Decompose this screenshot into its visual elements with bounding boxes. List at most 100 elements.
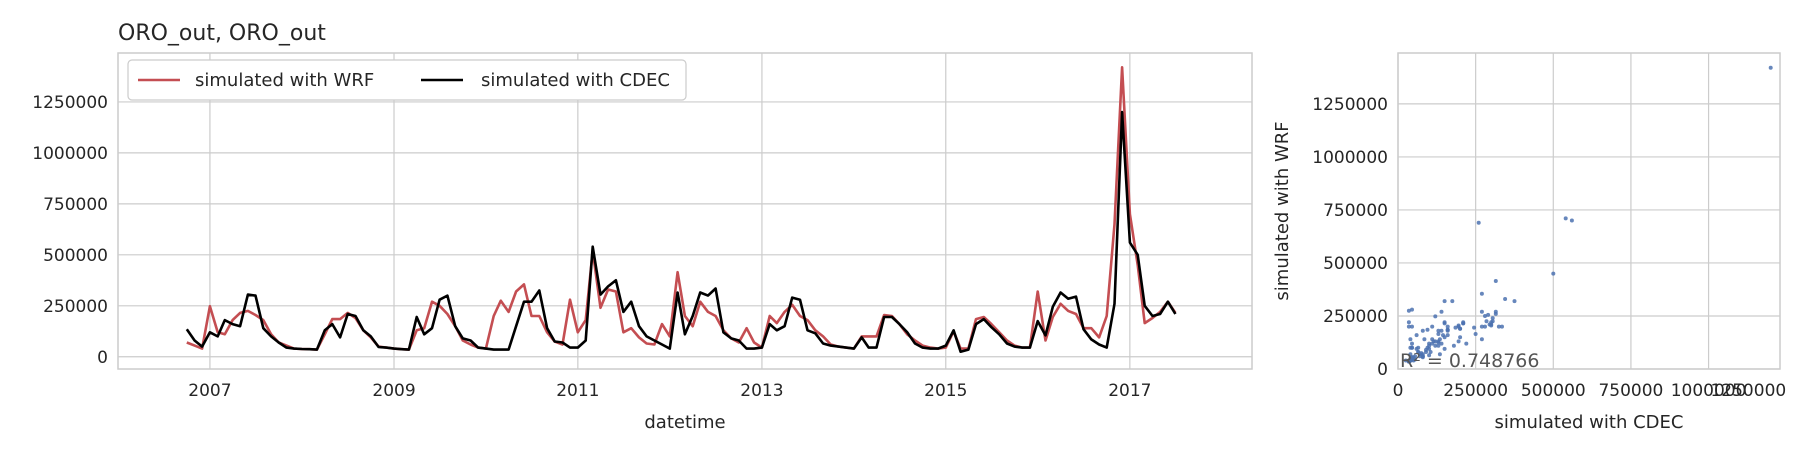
- scatter-point: [1410, 357, 1414, 362]
- scatter-point: [1483, 314, 1487, 318]
- scatter-point: [1500, 324, 1504, 329]
- scatter-point: [1439, 328, 1444, 333]
- scatter-point: [1479, 291, 1484, 296]
- timeseries-frame: [117, 52, 1253, 370]
- chart-title: ORO_out, ORO_out: [118, 21, 326, 46]
- timeseries-y-tick-label: 750000: [43, 195, 108, 215]
- timeseries-y-tick-label: 1250000: [32, 93, 108, 113]
- scatter-point: [1414, 333, 1419, 338]
- scatter-point: [1512, 299, 1517, 304]
- timeseries-y-tick-label: 250000: [43, 297, 108, 317]
- legend-box: [127, 59, 687, 101]
- scatter-y-tick-label: 1000000: [1312, 148, 1388, 168]
- scatter-point: [1437, 337, 1442, 342]
- scatter-x-tick-label: 500000: [1521, 381, 1586, 401]
- scatter-point: [1436, 343, 1441, 348]
- scatter-point: [1445, 333, 1450, 338]
- scatter-point: [1417, 354, 1422, 359]
- scatter-point: [1425, 345, 1430, 350]
- legend-label-cdec: simulated with CDEC: [481, 70, 670, 91]
- scatter-point: [1458, 326, 1463, 331]
- scatter-point: [1406, 308, 1411, 313]
- scatter-point: [1569, 218, 1574, 223]
- timeseries-y-tick-label: 0: [97, 348, 108, 368]
- scatter-point: [1768, 65, 1773, 70]
- scatter-grid: [1397, 53, 1780, 370]
- scatter-x-tick-label: 0: [1393, 381, 1404, 401]
- r-squared-annotation: R² = 0.748766: [1400, 350, 1539, 372]
- scatter-point: [1428, 350, 1433, 354]
- scatter-point: [1551, 271, 1556, 276]
- timeseries-x-tick-label: 2013: [740, 381, 783, 401]
- scatter-point: [1406, 320, 1411, 325]
- scatter-point: [1433, 343, 1438, 348]
- scatter-point: [1410, 341, 1414, 346]
- scatter-point: [1479, 309, 1484, 314]
- legend-label-wrf: simulated with WRF: [195, 70, 374, 91]
- scatter-point: [1456, 339, 1461, 344]
- scatter-point: [1451, 343, 1456, 348]
- scatter-point: [1486, 312, 1491, 317]
- scatter-frame: [1397, 52, 1781, 370]
- scatter-point: [1420, 328, 1425, 333]
- timeseries-series: [185, 66, 1177, 353]
- scatter-point: [1464, 341, 1469, 346]
- scatter-point: [1441, 333, 1445, 338]
- scatter-point: [1503, 297, 1508, 301]
- scatter-point: [1445, 324, 1450, 329]
- scatter-point: [1408, 337, 1413, 342]
- scatter-point: [1425, 327, 1430, 332]
- scatter-x-tick-label: 250000: [1443, 381, 1508, 401]
- timeseries-x-tick-label: 2015: [924, 381, 967, 401]
- scatter-point: [1410, 345, 1414, 350]
- scatter-point: [1490, 316, 1495, 321]
- scatter-point: [1496, 324, 1501, 329]
- scatter-point: [1416, 350, 1421, 354]
- scatter-points: [1403, 65, 1773, 364]
- scatter-point: [1442, 299, 1447, 304]
- scatter-point: [1436, 332, 1441, 336]
- scatter-point: [1487, 322, 1492, 327]
- scatter-point: [1461, 321, 1466, 326]
- scatter-point: [1563, 216, 1568, 221]
- scatter-point: [1406, 324, 1411, 329]
- scatter-x-tick-label: 1000000: [1671, 381, 1747, 401]
- scatter-point: [1473, 332, 1478, 336]
- timeseries-x-tick-label: 2011: [556, 381, 599, 401]
- scatter-y-tick-label: 750000: [1323, 201, 1388, 221]
- scatter-point: [1430, 341, 1435, 346]
- series-line-cdec: [185, 110, 1177, 353]
- scatter-point: [1403, 358, 1408, 363]
- timeseries-y-tick-label: 1000000: [32, 144, 108, 164]
- timeseries-grid: [118, 53, 1252, 369]
- timeseries-x-tick-label: 2007: [188, 381, 231, 401]
- scatter-point: [1414, 346, 1419, 351]
- scatter-point: [1483, 324, 1487, 329]
- scatter-x-tick-label: 750000: [1598, 381, 1663, 401]
- scatter-x-tick-label: 1250000: [1710, 381, 1786, 401]
- timeseries-y-tick-label: 500000: [43, 246, 108, 266]
- scatter-point: [1472, 325, 1477, 330]
- scatter-point: [1433, 314, 1438, 319]
- timeseries-x-tick-label: 2017: [1108, 381, 1151, 401]
- scatter-point: [1420, 352, 1425, 357]
- scatter-point: [1408, 352, 1413, 357]
- scatter-point: [1430, 324, 1435, 329]
- scatter-point: [1410, 324, 1414, 329]
- scatter-point: [1453, 325, 1458, 330]
- timeseries-x-tick-label: 2009: [372, 381, 415, 401]
- timeseries-x-axis-label: datetime: [644, 412, 725, 433]
- scatter-point: [1445, 327, 1450, 332]
- scatter-point: [1427, 353, 1432, 358]
- scatter-point: [1436, 340, 1441, 345]
- scatter-point: [1493, 279, 1498, 283]
- scatter-x-axis-label: simulated with CDEC: [1495, 412, 1684, 433]
- scatter-point: [1439, 309, 1444, 314]
- scatter-point: [1442, 320, 1447, 325]
- scatter-point: [1410, 307, 1414, 312]
- scatter-point: [1493, 311, 1498, 316]
- scatter-point: [1458, 335, 1463, 340]
- scatter-y-tick-label: 250000: [1323, 307, 1388, 327]
